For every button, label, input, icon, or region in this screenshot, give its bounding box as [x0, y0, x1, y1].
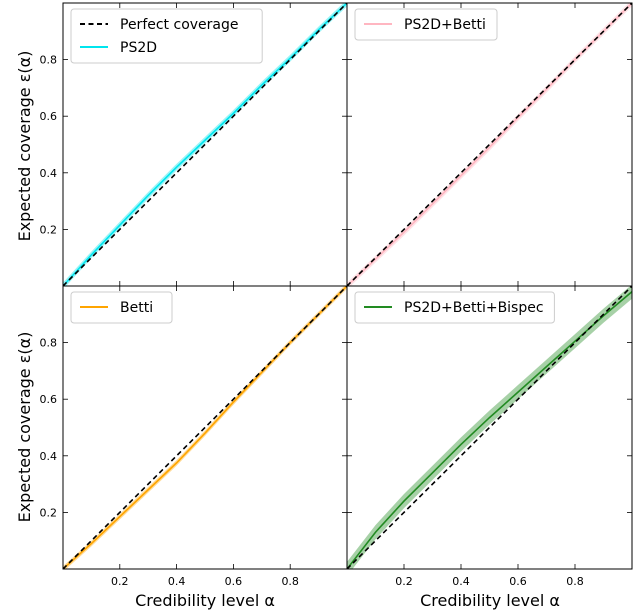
- y-tick-label: 0.6: [40, 393, 58, 406]
- plot-area: [63, 286, 347, 569]
- y-axis-label-bottom: Expected coverage ε(α): [15, 332, 34, 523]
- panel-top-left: 0.2 0.4 0.6 0.8 Perfect coverage PS2D: [40, 2, 348, 287]
- legend: Perfect coverage PS2D: [70, 8, 263, 64]
- panel-top-right: PS2D+Betti: [346, 2, 633, 287]
- perfect-coverage-line: [63, 3, 347, 286]
- plot-area: [347, 3, 632, 286]
- x-tick-label: 0.8: [281, 575, 299, 588]
- panel-bottom-left: 0.2 0.4 0.6 0.8 0.2 0.4 0.6 0.8 Betti: [40, 285, 348, 588]
- legend-box: [354, 8, 498, 41]
- x-tick-label: 0.8: [566, 575, 584, 588]
- y-tick-label: 0.2: [40, 223, 58, 236]
- panel-frame: [346, 285, 633, 570]
- perfect-coverage-line: [347, 3, 632, 286]
- legend-label: Perfect coverage: [120, 17, 239, 33]
- y-tick-label: 0.8: [40, 337, 58, 350]
- legend: PS2D+Betti: [354, 8, 498, 41]
- legend-label: PS2D+Betti: [404, 17, 486, 33]
- legend-label: Betti: [120, 300, 153, 316]
- series-line-PS2D: [63, 3, 347, 286]
- legend-box: [70, 291, 173, 324]
- perfect-coverage-line: [347, 286, 632, 569]
- legend-box: [70, 8, 263, 64]
- legend-label: PS2D+Betti+Bispec: [404, 300, 544, 316]
- plot-area: [347, 286, 632, 569]
- x-axis-label-left: Credibility level α: [135, 591, 275, 610]
- x-tick-label: 0.2: [111, 575, 129, 588]
- y-tick-label: 0.8: [40, 54, 58, 67]
- plot-area: [63, 3, 347, 286]
- x-tick-label: 0.6: [509, 575, 527, 588]
- perfect-coverage-line: [63, 286, 347, 569]
- y-tick-label: 0.4: [40, 450, 58, 463]
- x-axis-label-right: Credibility level α: [420, 591, 560, 610]
- x-tick-label: 0.6: [225, 575, 243, 588]
- x-tick-label: 0.2: [395, 575, 413, 588]
- y-axis-label-top: Expected coverage ε(α): [15, 51, 34, 242]
- y-tick-label: 0.2: [40, 506, 58, 519]
- y-tick-label: 0.4: [40, 167, 58, 180]
- legend-box: [354, 291, 555, 324]
- legend: PS2D+Betti+Bispec: [354, 291, 555, 324]
- legend: Betti: [70, 291, 173, 324]
- legend-label: PS2D: [120, 40, 157, 56]
- x-tick-label: 0.4: [168, 575, 186, 588]
- x-tick-label: 0.4: [452, 575, 470, 588]
- y-tick-label: 0.6: [40, 110, 58, 123]
- panel-bottom-right: 0.2 0.4 0.6 0.8 PS2D+Betti+Bispec: [346, 285, 633, 588]
